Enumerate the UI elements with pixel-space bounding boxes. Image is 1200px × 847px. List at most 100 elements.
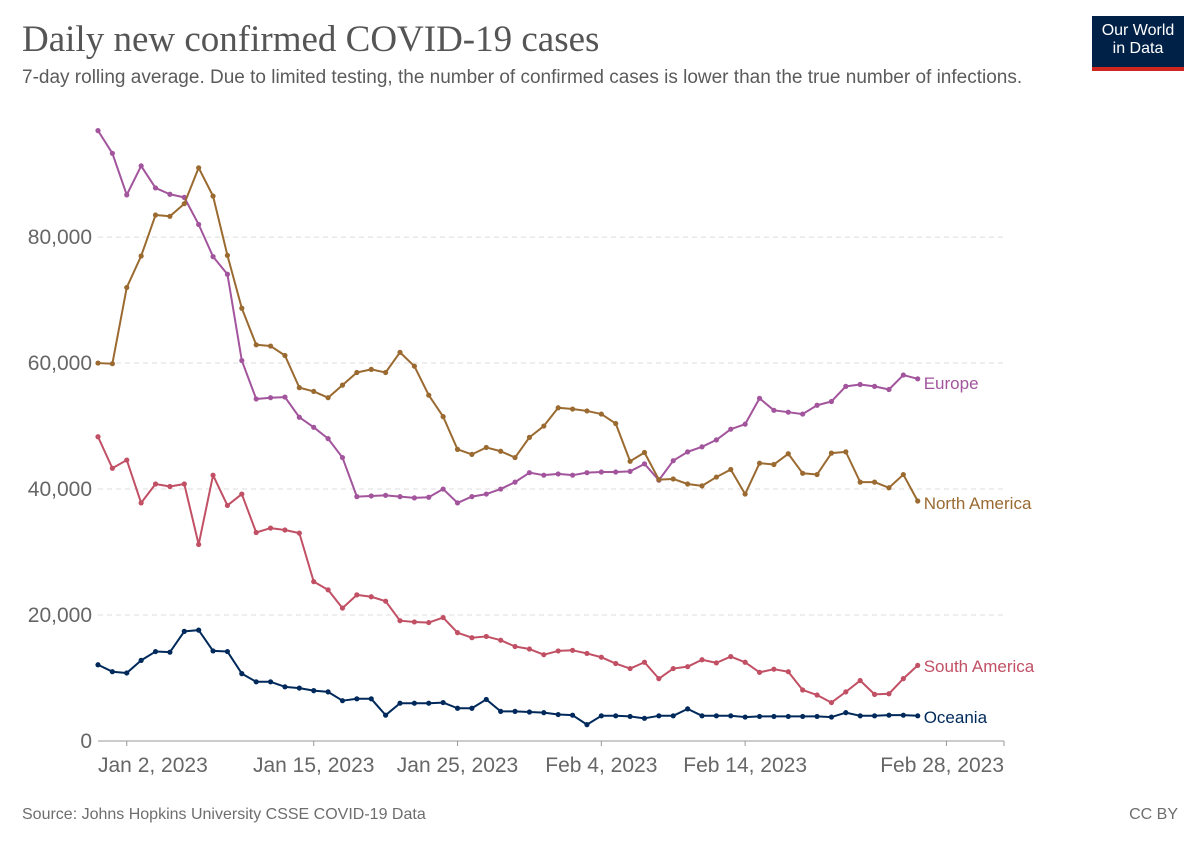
data-point (138, 253, 144, 259)
data-point (598, 713, 604, 719)
data-point (871, 479, 878, 485)
data-point (224, 648, 231, 655)
data-point (124, 284, 130, 291)
data-point (771, 407, 777, 413)
y-tick-label: 20,000 (28, 604, 92, 627)
data-point (728, 713, 734, 719)
data-point (641, 461, 648, 467)
data-point (713, 713, 719, 719)
data-point (871, 383, 878, 389)
data-point (354, 696, 360, 702)
data-point (699, 483, 705, 489)
data-point (555, 711, 561, 718)
data-point (267, 343, 274, 349)
data-point (742, 491, 748, 497)
data-point (138, 500, 144, 506)
data-point (526, 470, 533, 476)
data-point (426, 619, 432, 626)
series-label-north-america: North America (924, 494, 1032, 513)
data-point (138, 657, 144, 663)
data-point (267, 395, 274, 401)
gridlines (98, 236, 1004, 616)
data-point (756, 669, 763, 675)
data-point (569, 406, 576, 412)
data-point (555, 471, 561, 477)
data-point (641, 449, 648, 456)
data-point (454, 705, 461, 711)
chart-title: Daily new confirmed COVID-19 cases (22, 19, 600, 60)
data-point (555, 405, 561, 411)
data-point (728, 466, 734, 473)
data-point (296, 414, 302, 420)
data-point (498, 486, 504, 492)
data-point (282, 352, 288, 359)
data-point (181, 481, 187, 487)
data-point (785, 669, 791, 675)
data-point (368, 696, 374, 702)
data-point (857, 381, 863, 388)
license-note[interactable]: CC BY (1129, 806, 1178, 823)
data-point (886, 485, 892, 491)
data-point (267, 679, 274, 685)
data-point (239, 491, 245, 497)
data-point (196, 541, 202, 548)
data-point (383, 492, 389, 498)
data-point (828, 714, 835, 720)
data-point (167, 483, 173, 490)
data-point (713, 437, 719, 443)
data-point (483, 491, 489, 497)
data-point (699, 657, 705, 663)
data-point (699, 444, 705, 450)
data-point (224, 252, 231, 258)
data-point (584, 722, 590, 728)
data-point (871, 713, 878, 719)
data-point (771, 713, 777, 720)
data-point (210, 193, 216, 199)
data-point (800, 687, 806, 693)
data-point (800, 470, 806, 476)
data-point (627, 458, 633, 464)
data-point (325, 587, 331, 593)
data-point (282, 527, 288, 533)
chart-subtitle: 7-day rolling average. Due to limited te… (22, 67, 1023, 88)
data-point (857, 677, 863, 684)
data-point (526, 434, 533, 440)
data-point (584, 408, 590, 414)
data-point (368, 493, 374, 499)
data-point (613, 660, 619, 667)
owid-logo[interactable]: Our World in Data (1092, 16, 1184, 71)
y-tick-label: 0 (80, 730, 92, 753)
data-point (339, 605, 346, 611)
x-tick-label: Feb 4, 2023 (545, 754, 657, 777)
data-point (814, 471, 820, 478)
data-point (224, 502, 231, 509)
data-point (685, 481, 691, 487)
data-point (426, 700, 432, 706)
data-point (685, 664, 691, 670)
data-point (383, 369, 389, 376)
data-point (541, 423, 547, 429)
data-point (325, 436, 331, 442)
data-point (900, 712, 906, 718)
data-point (253, 679, 259, 685)
data-point (124, 670, 130, 676)
data-point (124, 457, 130, 463)
data-point (239, 305, 245, 311)
data-point (541, 472, 547, 478)
series-north-america (95, 165, 921, 504)
data-point (915, 376, 921, 382)
data-point (555, 648, 561, 654)
data-point (670, 713, 676, 719)
data-point (354, 494, 360, 500)
data-point (656, 713, 662, 719)
data-point (627, 665, 633, 672)
x-tick-label: Feb 28, 2023 (880, 754, 1004, 777)
data-point (915, 498, 921, 504)
data-point (483, 633, 489, 640)
data-point (569, 712, 576, 718)
data-point (886, 691, 892, 697)
x-tick-label: Jan 2, 2023 (98, 754, 208, 777)
data-point (167, 191, 173, 197)
data-point (498, 637, 504, 643)
data-point (109, 669, 115, 675)
